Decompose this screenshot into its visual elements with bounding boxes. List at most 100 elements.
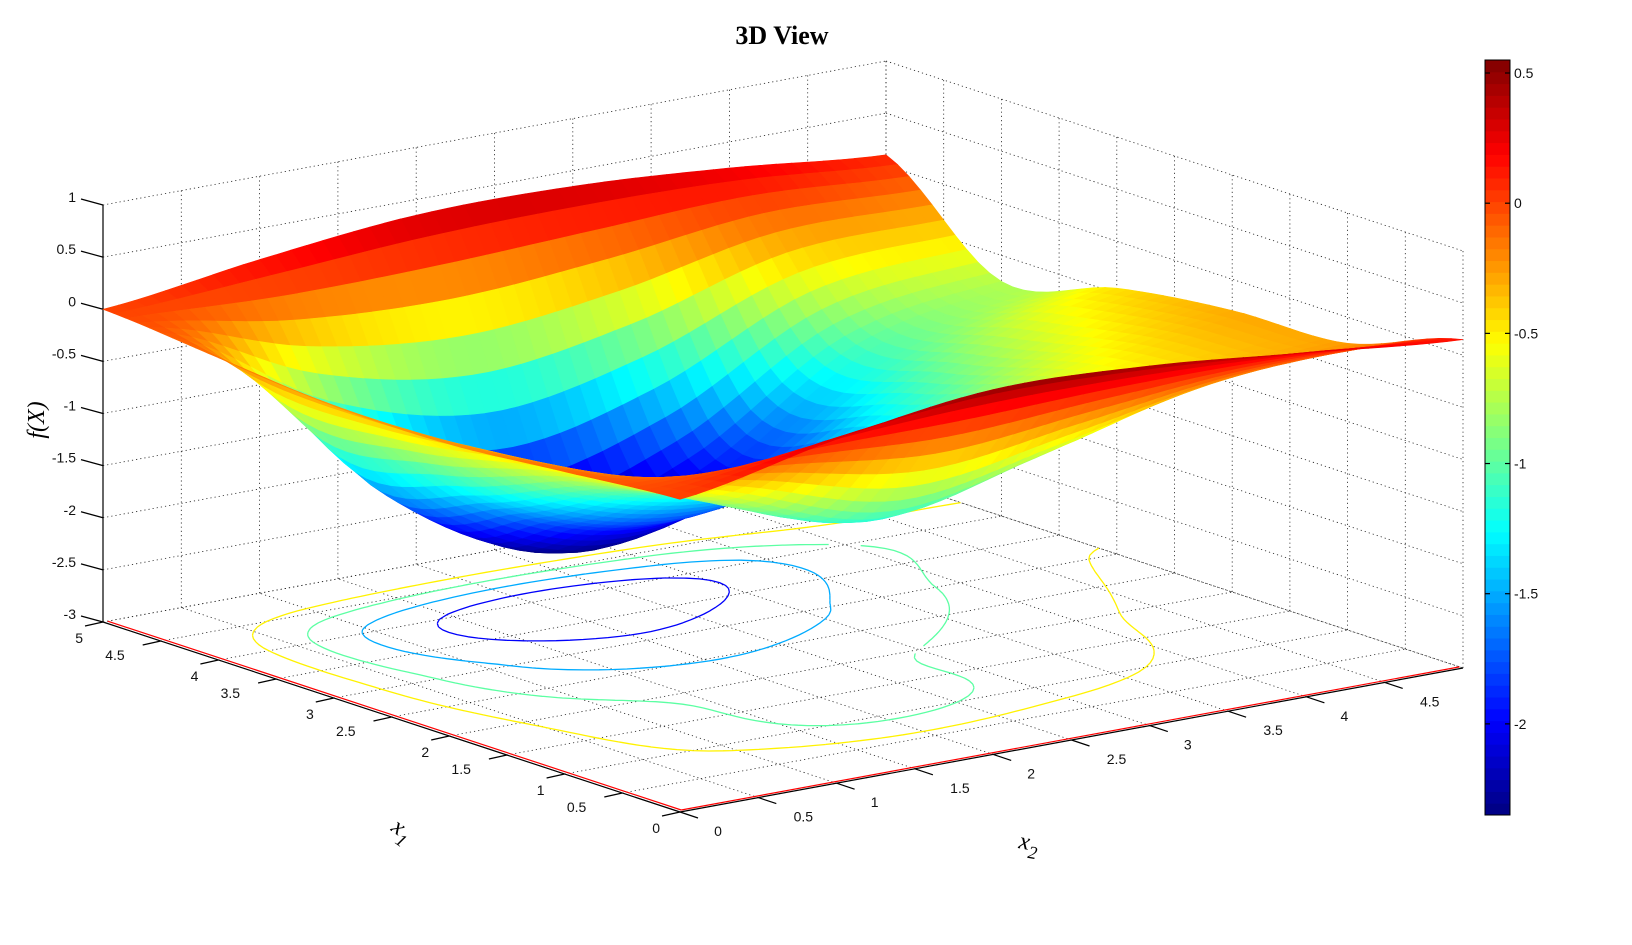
x2-tick-label: 3 <box>1184 737 1192 753</box>
x1-tick-label: 2.5 <box>336 723 356 739</box>
colorbar-band <box>1485 472 1510 486</box>
x2-tick <box>836 782 855 790</box>
colorbar-band <box>1485 248 1510 262</box>
colorbar-band <box>1485 744 1510 757</box>
x1-tick <box>257 678 277 684</box>
x2-tick-label: 2 <box>1027 765 1035 781</box>
x1-tick <box>142 640 161 646</box>
surface <box>102 154 1464 554</box>
colorbar-band <box>1485 225 1510 238</box>
colorbar-band <box>1485 366 1510 380</box>
colorbar-band <box>1485 130 1510 144</box>
z-tick-label: 0.5 <box>57 241 77 257</box>
z-tick <box>80 302 104 310</box>
colorbar-tick-label: -1.5 <box>1514 586 1538 602</box>
x2-tick <box>914 768 934 776</box>
colorbar-band <box>1485 708 1510 722</box>
z-tick-label: -3 <box>64 606 77 622</box>
colorbar-band <box>1485 60 1510 73</box>
floor-gridline-x1 <box>449 591 1233 737</box>
floor-gridline-x2 <box>729 506 1307 698</box>
colorbar-band <box>1485 673 1510 686</box>
colorbar-band <box>1485 177 1510 191</box>
z-tick <box>80 406 104 415</box>
colorbar-band <box>1485 201 1510 214</box>
colorbar-band <box>1485 307 1510 321</box>
x2-tick <box>993 753 1012 761</box>
x2-tick <box>1306 696 1325 704</box>
x1-tick <box>315 697 334 703</box>
colorbar-band <box>1485 779 1510 792</box>
x1-tick-label: 2 <box>421 744 429 760</box>
colorbar-band <box>1485 354 1510 368</box>
colorbar-tick-label: 0.5 <box>1514 65 1534 81</box>
x1-tick-label: 1 <box>537 782 545 798</box>
x1-tick <box>373 716 392 722</box>
wall-gridline-z <box>885 112 1464 304</box>
x1-tick <box>84 621 104 627</box>
colorbar-tick-label: -0.5 <box>1514 325 1538 341</box>
wall-gridline-z <box>885 164 1464 356</box>
colorbar-band <box>1485 284 1510 297</box>
colorbar-band <box>1485 626 1510 639</box>
surface-patch <box>667 491 697 500</box>
colorbar-band <box>1485 154 1510 167</box>
floor-gridline-x1 <box>622 648 1406 794</box>
colorbar-band <box>1485 649 1510 663</box>
z-tick-label: -0.5 <box>52 345 76 361</box>
x1-tick-label: 1.5 <box>451 761 471 777</box>
x2-tick <box>1384 681 1403 689</box>
x1-tick <box>546 773 565 779</box>
colorbar-band <box>1485 555 1510 568</box>
colorbar-band <box>1485 260 1510 273</box>
colorbar-band <box>1485 295 1510 309</box>
colorbar-band <box>1485 425 1510 438</box>
x2-tick <box>1149 725 1168 733</box>
z-tick <box>80 459 104 467</box>
colorbar-band <box>1485 602 1510 615</box>
floor-gridline-x2 <box>650 520 1229 712</box>
axes: -3 -2.5 -2 -1.5 -1 -0.5 0 0.5 1 0 0.5 1 1.5 2 2.5 3 3.5 4… <box>52 189 1464 839</box>
colorbar-band <box>1485 71 1510 85</box>
colorbar-band <box>1485 413 1510 427</box>
x2-tick-label: 0 <box>714 823 722 839</box>
contour-line <box>251 501 1155 752</box>
colorbar-band <box>1485 189 1510 203</box>
colorbar-band <box>1485 767 1510 781</box>
colorbar-band <box>1485 378 1510 391</box>
x1-tick-label: 0 <box>652 820 660 836</box>
z-tick <box>80 250 104 258</box>
colorbar-band <box>1485 449 1510 462</box>
x2-tick-label: 1 <box>871 794 879 810</box>
colorbar-tick-label: -2 <box>1514 716 1527 732</box>
colorbar-band <box>1485 567 1510 580</box>
x2-tick-label: 4.5 <box>1420 693 1440 709</box>
colorbar-band <box>1485 390 1510 403</box>
contour-line <box>361 559 832 671</box>
floor-contours <box>107 501 1460 811</box>
colorbar-band <box>1485 638 1510 651</box>
floor-gridline-x2 <box>572 535 1150 726</box>
x2-tick <box>1227 710 1247 718</box>
floor-gridline-x2 <box>259 592 837 784</box>
wall-gridline-z <box>885 60 1464 252</box>
floor-gridline-x2 <box>885 477 1464 669</box>
colorbar-band <box>1485 590 1510 604</box>
z-tick-label: -2.5 <box>52 554 76 570</box>
contour-edge-x1 <box>107 620 682 811</box>
colorbar-band <box>1485 685 1510 698</box>
x2-axis-label: x2 <box>1015 828 1041 863</box>
colorbar-band <box>1485 531 1510 545</box>
contour-line <box>436 577 730 642</box>
x2-label-main: x <box>1016 828 1032 856</box>
colorbar-band <box>1485 236 1510 250</box>
x1-tick-label: 3.5 <box>221 685 241 701</box>
wall-gridline-z <box>885 477 1464 669</box>
colorbar-band <box>1485 496 1510 509</box>
x1-tick-label: 4 <box>191 668 199 684</box>
x1-axis-label: x1 <box>382 813 417 851</box>
colorbar: 0.5 0 -0.5 -1 -1.5 -2 <box>1484 59 1538 816</box>
x2-tick-label: 3.5 <box>1263 722 1283 738</box>
colorbar-band <box>1485 402 1510 415</box>
